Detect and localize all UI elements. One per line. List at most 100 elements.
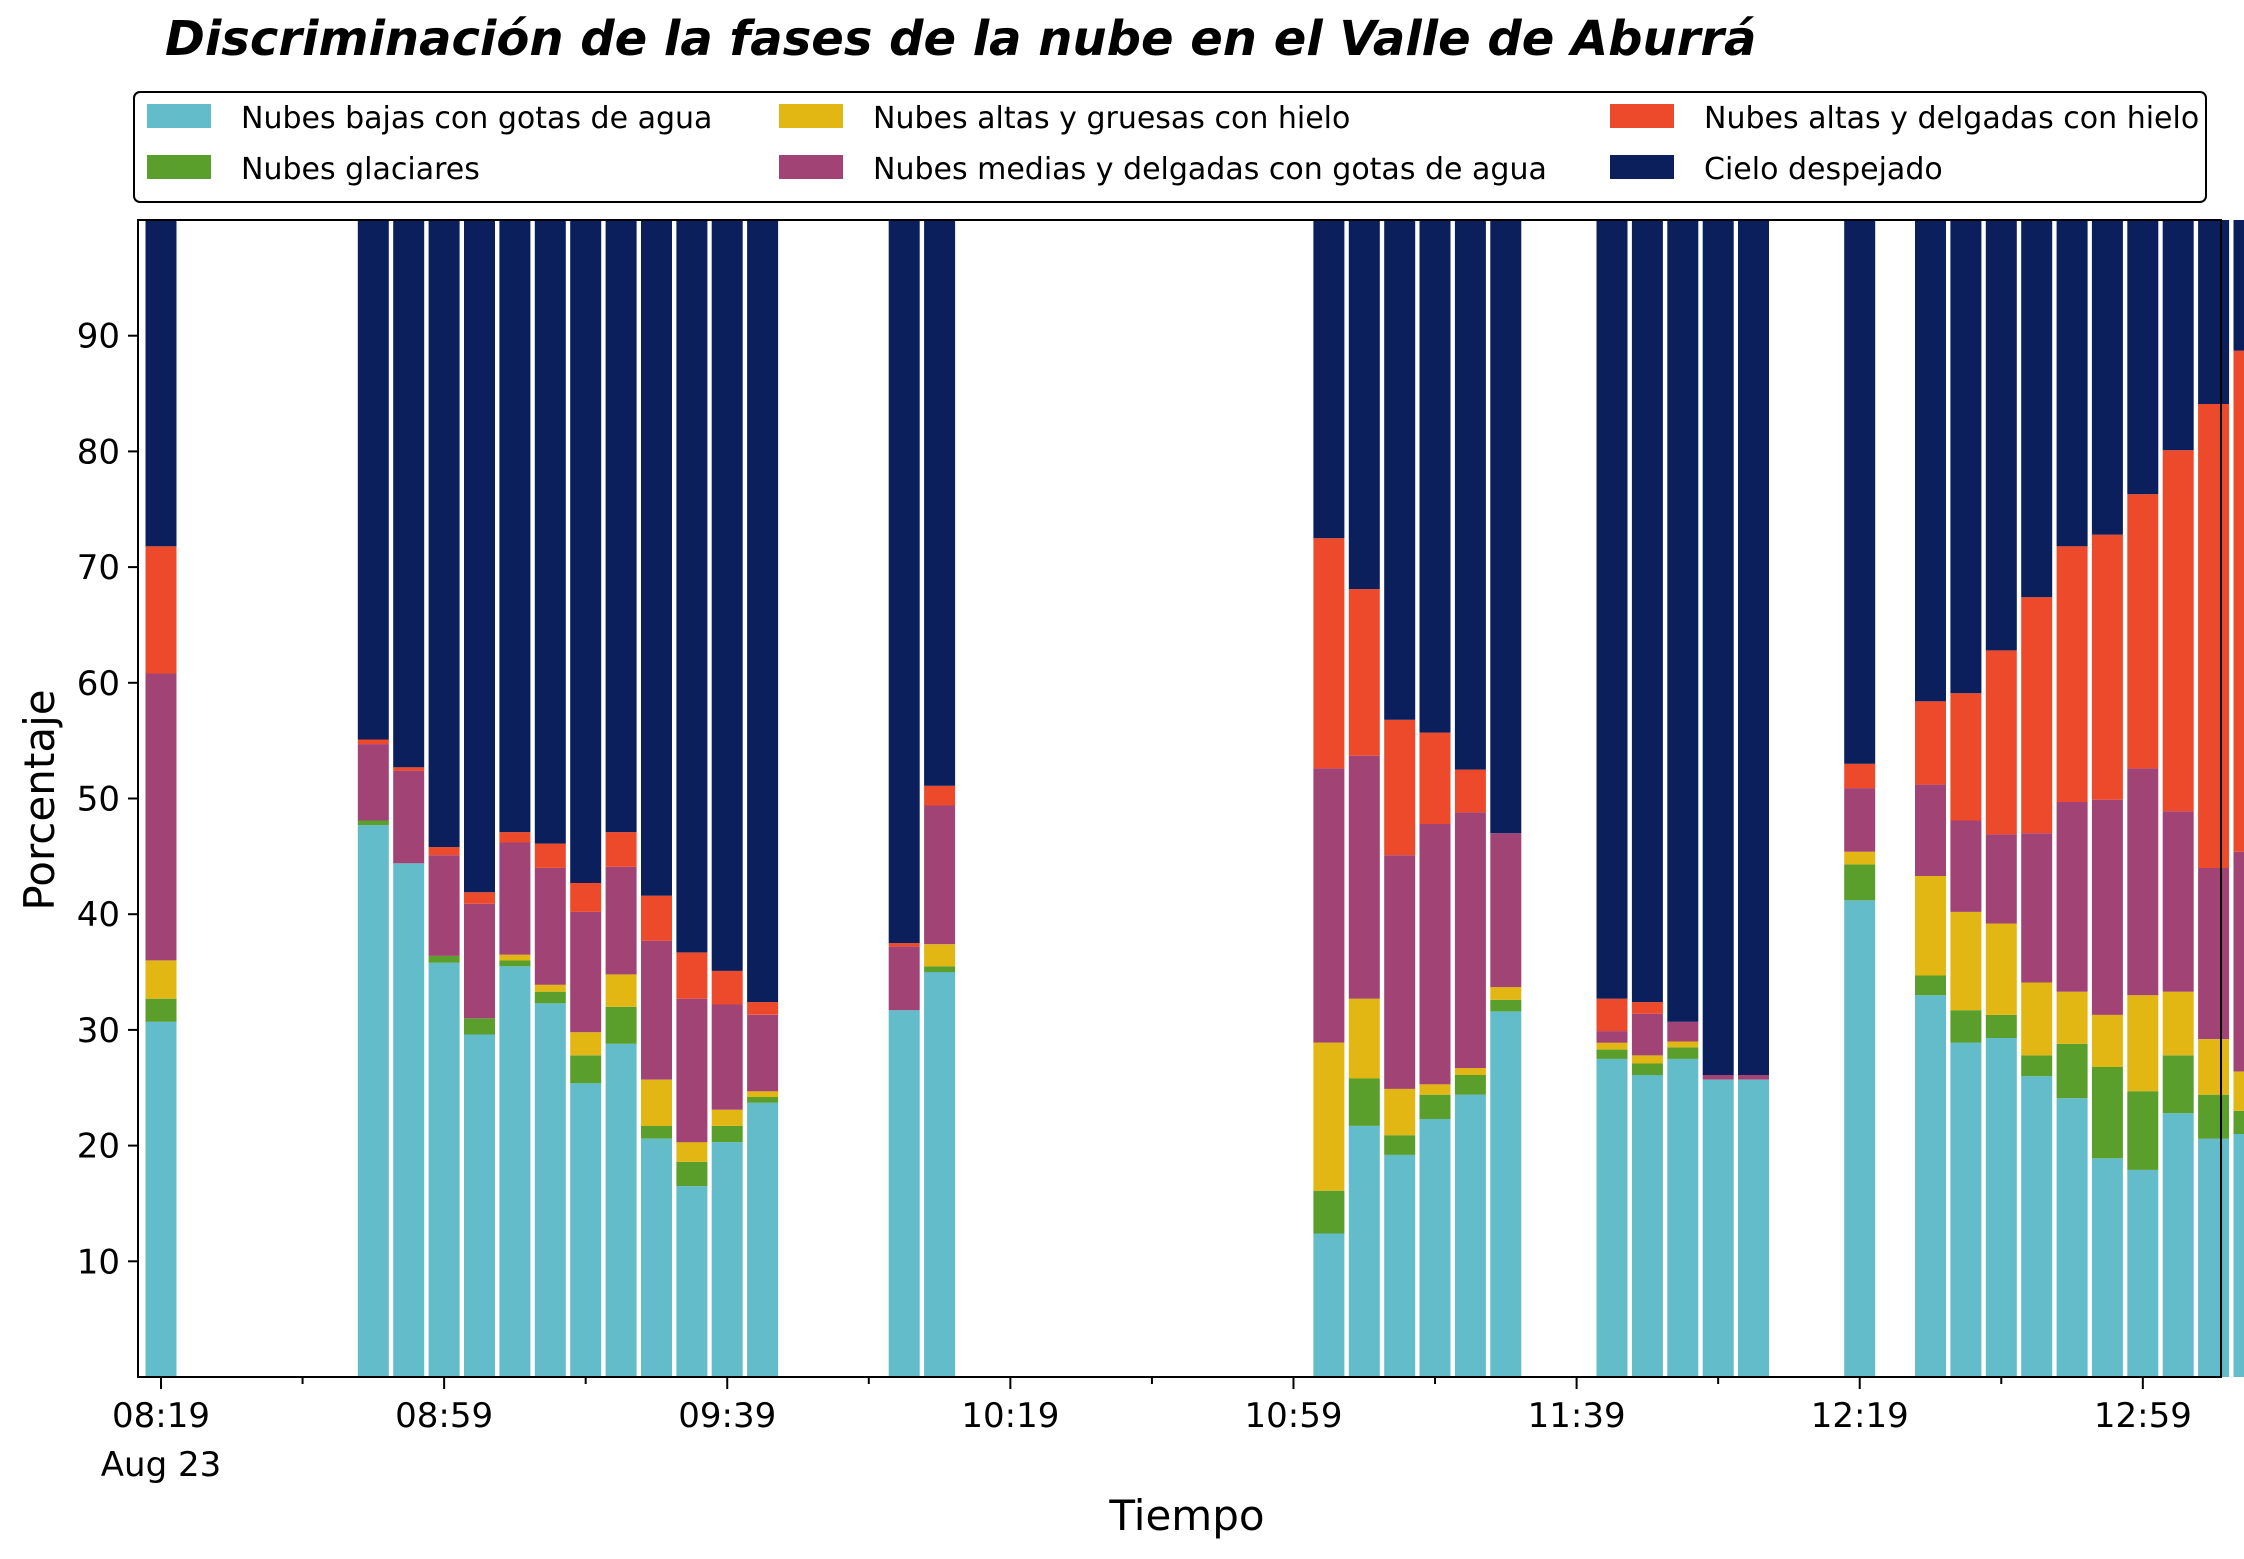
bar-segment	[924, 785, 956, 806]
bar-segment	[641, 1138, 672, 1377]
y-tick-label: 20	[77, 1127, 120, 1167]
bar-segment	[428, 847, 460, 856]
bar-segment	[711, 1109, 743, 1126]
y-axis-label: Porcentaje	[15, 689, 64, 910]
bar-segment	[605, 220, 637, 833]
x-tick-label: 10:59	[1244, 1396, 1342, 1436]
bar-segment	[605, 1043, 637, 1377]
bar-segment	[145, 673, 177, 961]
bar-segment	[2127, 494, 2159, 769]
y-tick-label: 70	[77, 548, 120, 588]
bar-segment	[1985, 1014, 2017, 1038]
bar-segment	[1348, 589, 1380, 756]
bar-segment	[145, 1021, 177, 1377]
bar-segment	[2021, 982, 2053, 1056]
bar-segment	[2162, 991, 2194, 1056]
bar-segment	[1454, 1094, 1486, 1377]
bar-segment	[1631, 1002, 1663, 1014]
bar-segment	[1631, 220, 1663, 1003]
bar-segment	[1384, 1154, 1416, 1377]
bar-segment	[570, 1083, 602, 1377]
x-tick-label: 08:59	[395, 1396, 493, 1436]
bar-segment	[2233, 1110, 2244, 1134]
bar-segment	[1844, 763, 1876, 789]
bar-segment	[357, 220, 389, 740]
bar-segment	[2233, 220, 2244, 351]
bar-segment	[1454, 220, 1486, 770]
legend-label: Nubes glaciares	[241, 152, 480, 187]
bar-segment	[1667, 1041, 1699, 1048]
bar-segment	[888, 943, 920, 947]
bar-segment	[1950, 911, 1982, 1011]
bar-segment	[393, 863, 425, 1377]
bar-segment	[2198, 1138, 2230, 1377]
bar-segment	[499, 832, 531, 843]
bar-segment	[570, 911, 602, 1033]
bar-segment	[2056, 1098, 2088, 1377]
bar-segment	[1631, 1013, 1663, 1056]
bar-segment	[641, 220, 672, 896]
bar-segment	[1490, 833, 1522, 988]
bar-segment	[1348, 755, 1380, 999]
bar-segment	[2162, 1113, 2194, 1377]
bar-segment	[357, 739, 389, 745]
bar-segment	[2162, 811, 2194, 992]
bar-segment	[2091, 1158, 2123, 1377]
bar-segment	[1454, 769, 1486, 813]
bar-segment	[2127, 1169, 2159, 1377]
bar-segment	[1596, 1058, 1628, 1377]
bar-segment	[1985, 1038, 2017, 1377]
bar-segment	[2198, 1039, 2230, 1095]
bar-segment	[2056, 991, 2088, 1044]
legend-frame	[133, 91, 2207, 203]
bar-segment	[499, 960, 531, 967]
bar-segment	[711, 220, 743, 971]
bar-segment	[1738, 1075, 1769, 1080]
bar-segment	[1667, 1047, 1699, 1059]
bar-segment	[1348, 998, 1380, 1079]
bar-segment	[1844, 864, 1876, 901]
bar-segment	[357, 820, 389, 826]
y-tick-label: 40	[77, 895, 120, 935]
bar-segment	[464, 892, 495, 904]
bar-segment	[1419, 824, 1451, 1085]
bar-segment	[464, 903, 495, 1019]
legend-item: Nubes altas y gruesas con hielo	[779, 101, 1350, 136]
bar-segment	[1419, 732, 1451, 824]
bar-segment	[747, 220, 779, 1003]
bar-segment	[1490, 1011, 1522, 1377]
bar-segment	[1384, 719, 1416, 856]
bar-segment	[924, 944, 956, 967]
bar-segment	[641, 1125, 672, 1139]
bar-segment	[676, 1142, 708, 1162]
bar-segment	[2056, 1043, 2088, 1099]
bar-segment	[747, 1102, 779, 1377]
bar-segment	[570, 1032, 602, 1056]
bar-segment	[1313, 1190, 1345, 1234]
y-tick-label: 30	[77, 1011, 120, 1051]
legend-swatch	[1610, 104, 1674, 128]
bar-segment	[1313, 538, 1345, 769]
bar-segment	[1915, 220, 1946, 702]
bar-segment	[1419, 1094, 1451, 1119]
bar-segment	[1454, 812, 1486, 1069]
bar-segment	[2021, 1076, 2053, 1377]
bar-segment	[2056, 546, 2088, 802]
legend-swatch	[779, 104, 843, 128]
bar-segment	[1667, 220, 1699, 1022]
bar-segment	[711, 1004, 743, 1110]
bar-segment	[2127, 768, 2159, 996]
bar-segment	[428, 955, 460, 963]
bar-segment	[1384, 1088, 1416, 1136]
bar-segment	[676, 220, 708, 953]
bar-segment	[711, 1142, 743, 1377]
legend-label: Nubes medias y delgadas con gotas de agu…	[873, 152, 1547, 187]
bar-segment	[2162, 220, 2194, 451]
bar-segment	[2198, 1094, 2230, 1139]
bar-segment	[534, 984, 566, 992]
bar-segment	[1702, 1079, 1734, 1377]
bar-segment	[534, 991, 566, 1004]
bar-segment	[605, 974, 637, 1007]
bar-segment	[2091, 1066, 2123, 1159]
bar-segment	[1915, 784, 1946, 876]
